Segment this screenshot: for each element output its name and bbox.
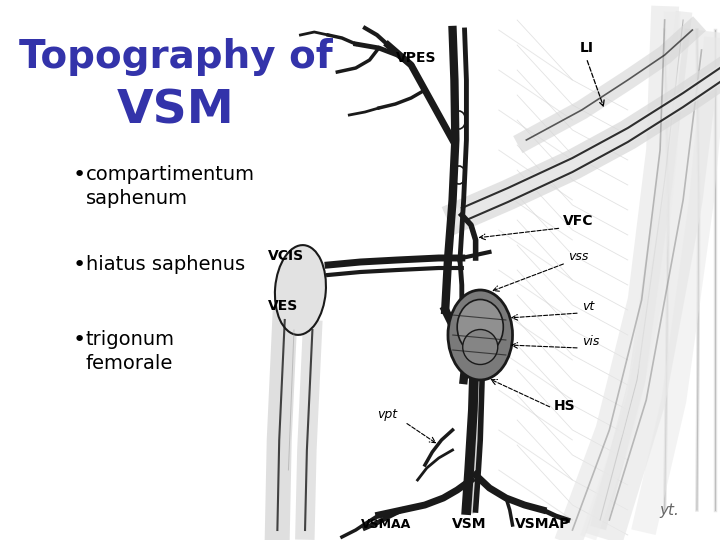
Ellipse shape: [448, 290, 513, 380]
Text: VSM: VSM: [452, 517, 487, 531]
Text: VPES: VPES: [395, 51, 436, 65]
Text: compartimentum
saphenum: compartimentum saphenum: [86, 165, 255, 208]
Text: vt: vt: [582, 300, 594, 313]
Text: trigonum
femorale: trigonum femorale: [86, 330, 174, 373]
Text: VSMAA: VSMAA: [361, 518, 411, 531]
Ellipse shape: [275, 245, 326, 335]
Text: hiatus saphenus: hiatus saphenus: [86, 255, 245, 274]
Text: vss: vss: [568, 250, 588, 263]
Text: •: •: [73, 165, 86, 185]
Text: vis: vis: [582, 335, 599, 348]
Text: vpt: vpt: [377, 408, 397, 421]
Text: VCIS: VCIS: [268, 249, 305, 263]
Text: VES: VES: [268, 299, 298, 313]
Text: yt.: yt.: [660, 503, 679, 518]
Ellipse shape: [457, 300, 503, 354]
Text: Topography of: Topography of: [19, 38, 333, 76]
Text: HS: HS: [554, 399, 576, 413]
Text: VSM: VSM: [117, 88, 235, 133]
Ellipse shape: [463, 329, 498, 364]
Text: •: •: [73, 330, 86, 350]
Text: VFC: VFC: [563, 214, 594, 228]
Text: VSMAP: VSMAP: [516, 517, 571, 531]
Text: LI: LI: [580, 41, 594, 55]
Text: •: •: [73, 255, 86, 275]
